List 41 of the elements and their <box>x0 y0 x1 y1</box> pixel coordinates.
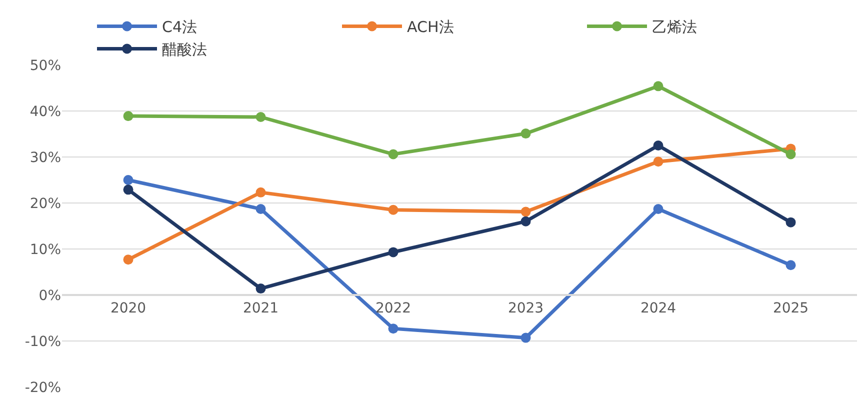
y-tick-label: 50% <box>30 58 61 74</box>
y-tick-label: 40% <box>30 104 61 120</box>
legend-label: C4法 <box>162 18 198 36</box>
point <box>256 204 266 214</box>
y-tick-label: -10% <box>24 334 61 350</box>
point <box>123 175 134 185</box>
y-tick-label: -20% <box>24 380 61 396</box>
x-tick-label: 2021 <box>242 300 279 317</box>
point <box>653 140 664 150</box>
point <box>520 128 531 139</box>
point <box>520 332 531 343</box>
x-tick-label: 2020 <box>110 300 146 317</box>
point <box>256 284 266 294</box>
y-tick-label: 30% <box>30 150 61 166</box>
point <box>786 260 796 270</box>
x-tick-label: 2022 <box>375 300 412 317</box>
point <box>520 216 531 226</box>
point <box>786 217 796 228</box>
point <box>388 324 398 334</box>
point <box>653 204 664 214</box>
point <box>123 254 134 265</box>
legend-label: 醋酸法 <box>162 40 207 59</box>
x-tick-label: 2024 <box>640 300 676 317</box>
point <box>388 204 398 215</box>
y-tick-label: 0% <box>38 288 61 304</box>
point <box>520 206 531 217</box>
point <box>123 184 134 195</box>
x-tick-label: 2023 <box>508 300 544 317</box>
point <box>256 112 266 122</box>
point <box>388 149 398 160</box>
point <box>123 111 134 122</box>
point <box>388 247 398 258</box>
x-tick-label: 2025 <box>772 300 809 317</box>
point <box>653 81 664 92</box>
point <box>256 187 266 198</box>
legend-label: ACH法 <box>407 18 454 36</box>
point <box>786 149 796 160</box>
legend-label: 乙烯法 <box>652 18 697 36</box>
point <box>653 156 664 167</box>
y-tick-label: 20% <box>30 196 61 212</box>
y-tick-label: 10% <box>30 242 61 258</box>
